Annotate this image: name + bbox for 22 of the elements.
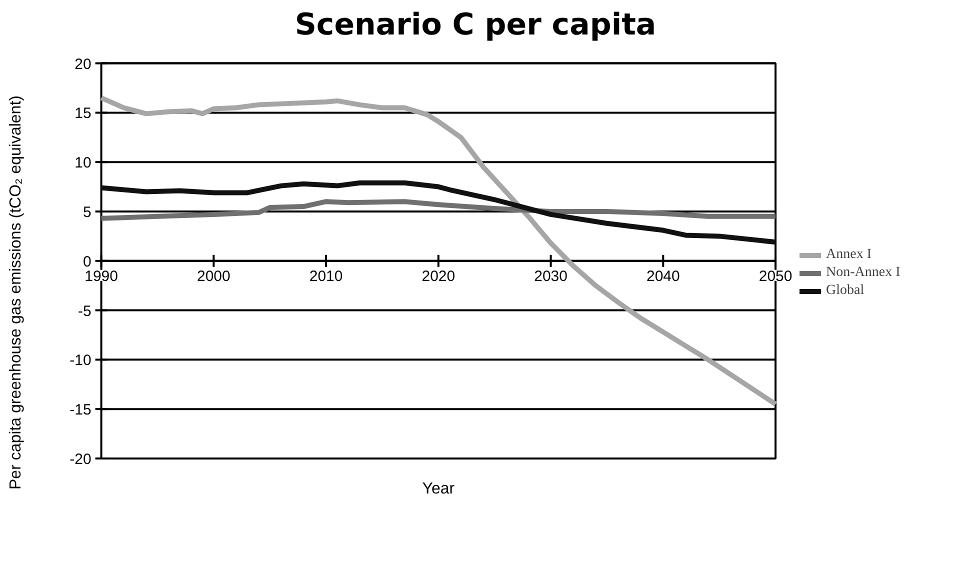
y-tick-label: 5 <box>82 204 92 221</box>
y-tick-label: -10 <box>70 352 92 370</box>
chart-title: Scenario C per capita <box>294 8 656 42</box>
y-axis-title: Per capita greenhouse gas emissions (tCO₂ equivalent) <box>8 96 24 490</box>
y-tick-label: -20 <box>70 450 92 468</box>
y-tick-label: 20 <box>74 56 92 73</box>
x-tick-label: 1990 <box>84 268 118 285</box>
legend-label: Global <box>826 282 864 300</box>
x-axis-title: Year <box>422 480 456 498</box>
legend-label: Non-Annex I <box>826 264 900 282</box>
y-tick-label: -5 <box>78 302 92 320</box>
y-tick-label: 0 <box>82 253 92 270</box>
x-tick-label: 2020 <box>422 268 456 285</box>
y-tick-label: -15 <box>70 402 92 419</box>
y-tick-label: 10 <box>74 154 92 172</box>
y-tick-label: 15 <box>74 105 92 122</box>
legend-label: Annex I <box>826 246 872 264</box>
x-tick-label: 2040 <box>646 268 680 285</box>
x-tick-label: 2000 <box>196 268 230 285</box>
x-tick-label: 2050 <box>758 268 792 285</box>
x-tick-label: 2010 <box>309 268 343 285</box>
x-tick-label: 2030 <box>534 268 568 285</box>
